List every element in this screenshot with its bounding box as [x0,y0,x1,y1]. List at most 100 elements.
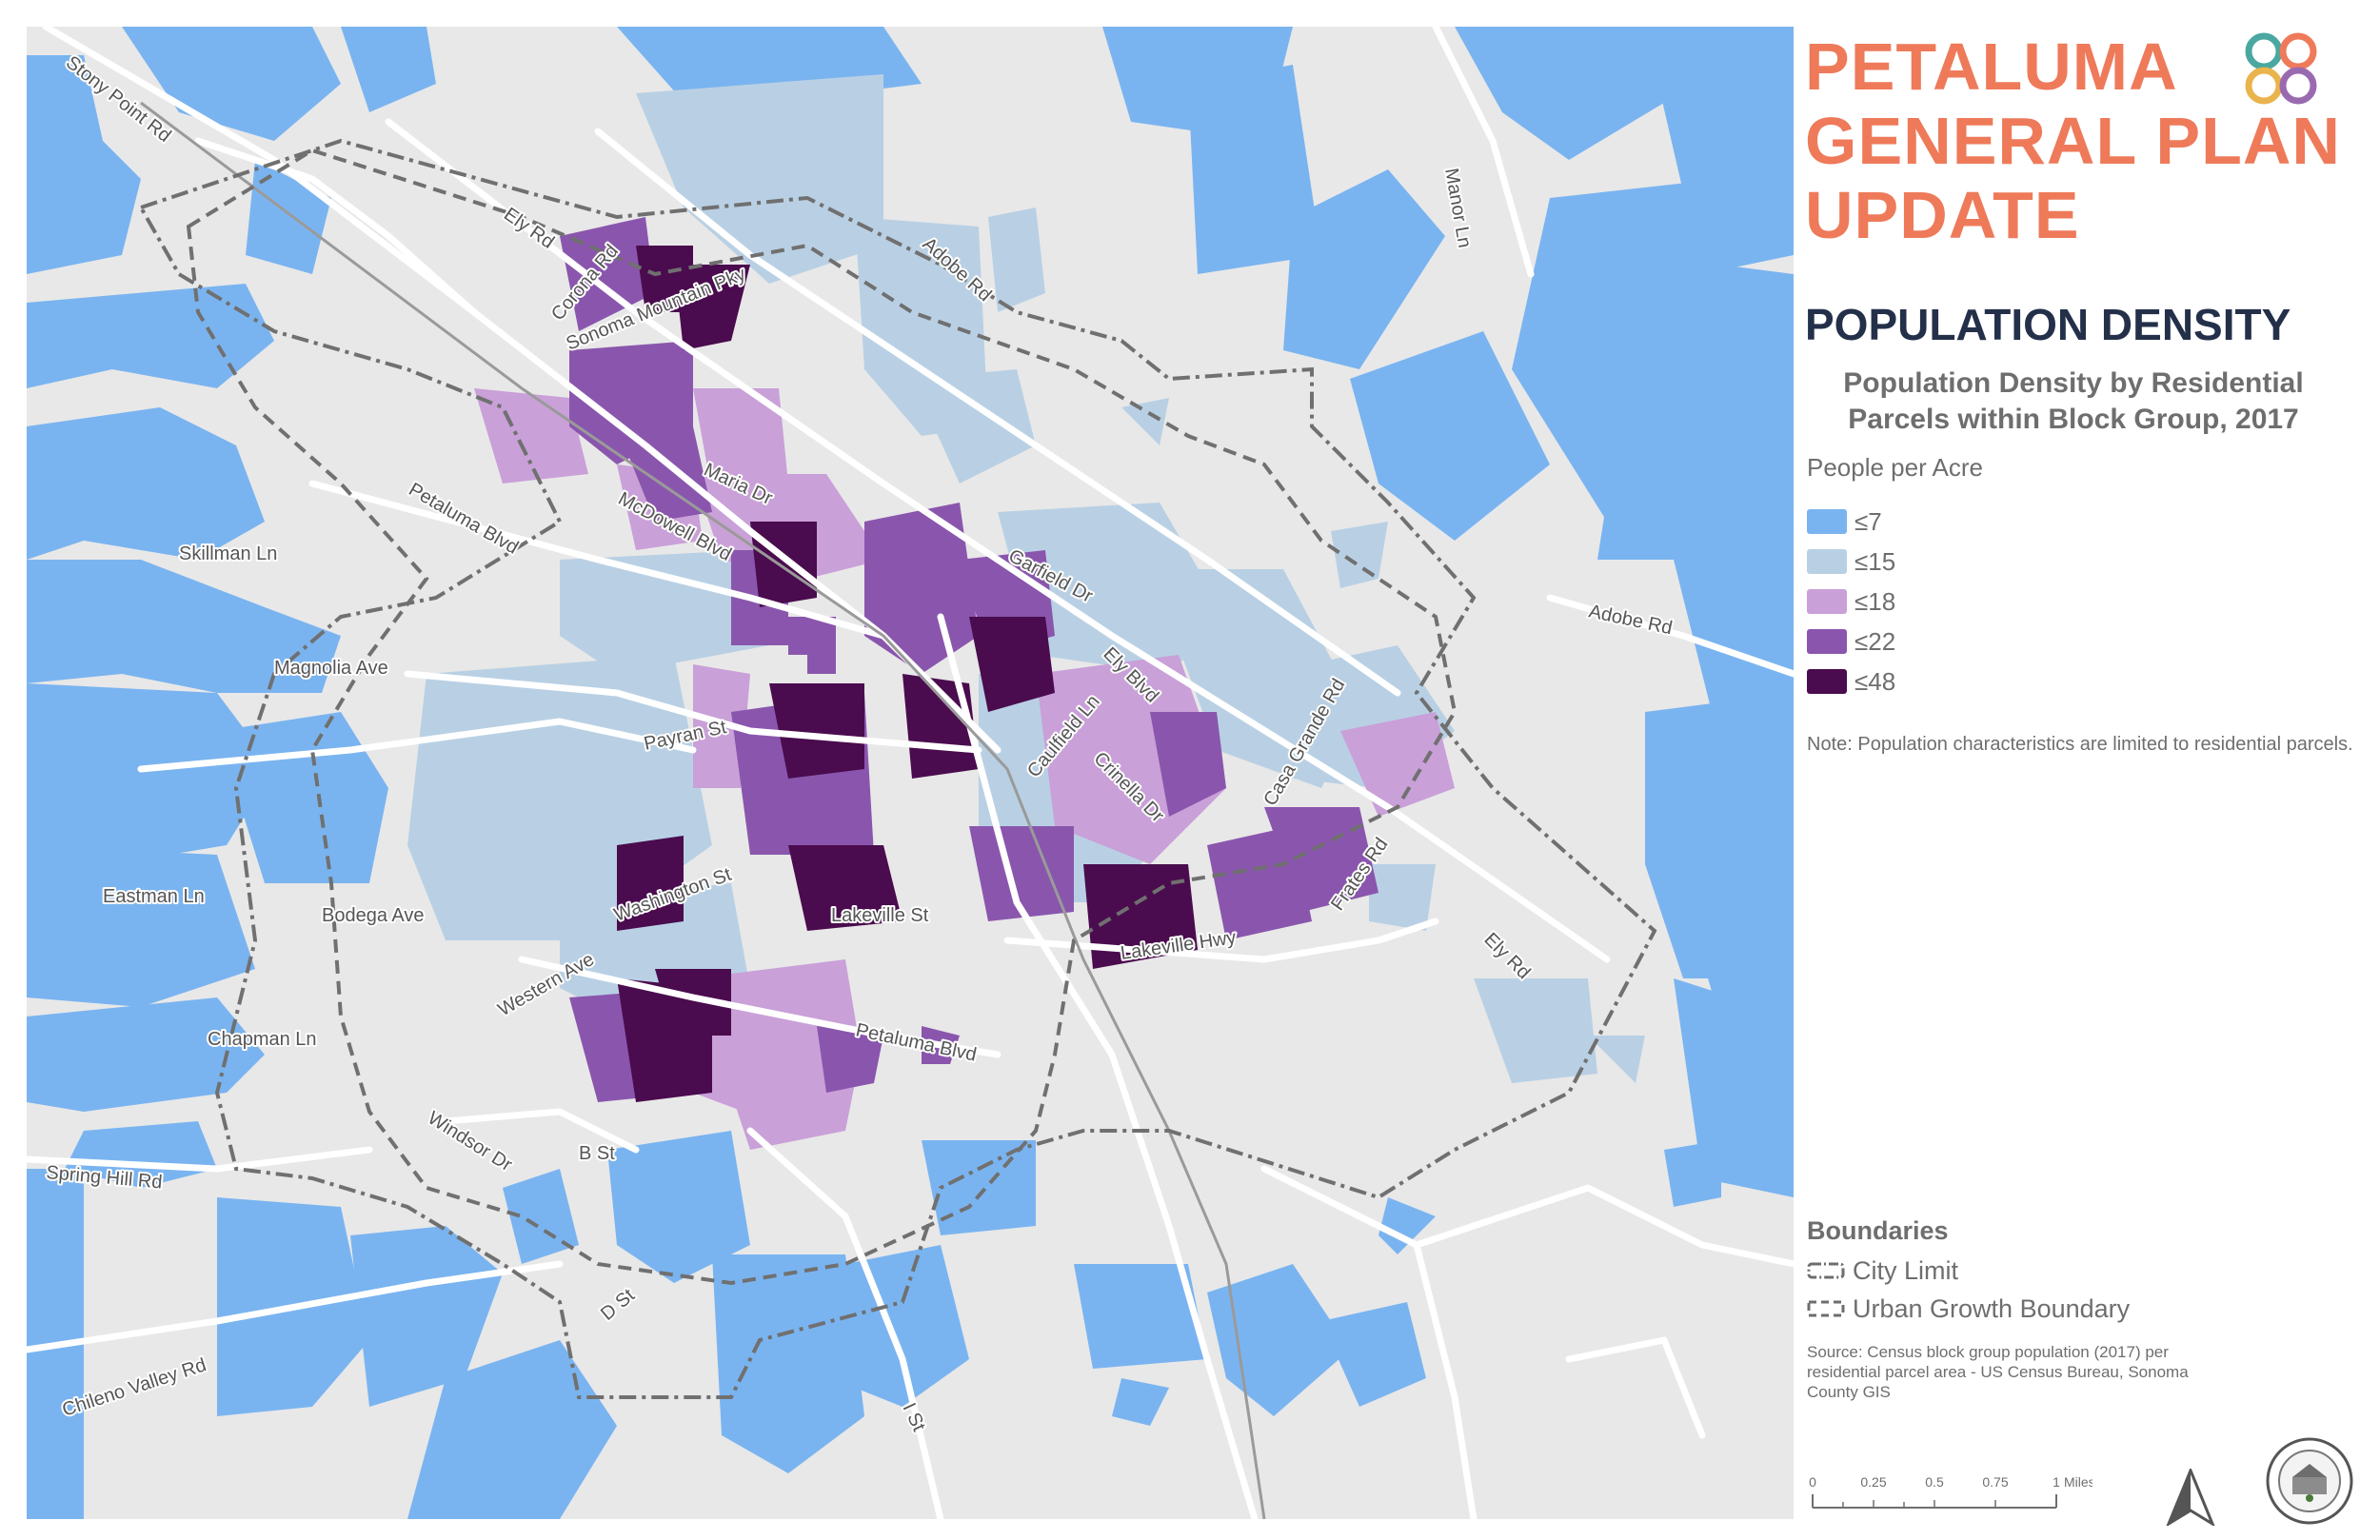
density-parcel [769,683,864,779]
density-parcel [1474,978,1597,1083]
legend-panel: PETALUMA GENERAL PLAN UPDATE POPULATION … [1794,27,2365,1526]
density-parcel [617,836,684,931]
density-parcel [1264,807,1378,912]
density-parcel [27,560,341,693]
page-subtitle: POPULATION DENSITY [1805,300,2291,349]
title-line-2: GENERAL PLAN [1805,104,2341,178]
density-parcel [503,1169,579,1264]
density-parcel [27,284,274,388]
road-label: Bodega Ave [322,905,425,926]
road [27,1260,564,1353]
boundary-item-ugb: Urban Growth Boundary [1807,1293,2130,1325]
density-parcel [788,845,902,931]
legend-item: ≤18 [1807,586,1895,617]
road [594,128,1401,697]
density-parcel [1283,169,1445,369]
density-parcel [27,845,255,1007]
density-parcel [1588,1036,1645,1083]
road [404,670,982,754]
density-parcel [1455,27,1664,160]
map-frame[interactable]: Stony Point Rd Ely Rd Corona Rd Adobe Rd Man… [27,27,1794,1519]
density-parcel [1121,398,1169,445]
density-parcel [407,1340,617,1519]
road [194,137,478,316]
density-parcel [1321,1302,1426,1407]
legend-swatch [1807,549,1847,574]
population-note: Note: Population characteristics are lim… [1807,734,2353,755]
density-parcel [712,1254,864,1473]
road [1432,27,1535,278]
road [1260,1165,1478,1519]
density-parcel [864,503,979,674]
city-limit-boundary [138,138,1657,1399]
density-parcel [1150,712,1226,817]
density-parcel [969,826,1074,921]
density-parcel [217,712,388,883]
density-parcel [807,636,836,674]
density-parcel [998,503,1226,674]
density-parcel [922,1140,1036,1235]
density-parcel [341,27,436,112]
title-line-3: UPDATE [1805,178,2080,252]
road [1565,1336,1706,1439]
boundary-label: Urban Growth Boundary [1853,1293,2131,1323]
legend-label: ≤7 [1854,506,1882,536]
density-parcel [1369,864,1436,931]
density-parcel [350,1226,503,1407]
road-label: Eastman Ln [103,886,205,907]
scale-tick-label: 0.25 [1860,1474,1886,1490]
density-parcel [741,150,779,236]
density-parcel [1664,1140,1721,1207]
density-parcel [1331,522,1388,588]
road-label: Ely Rd [1479,929,1534,983]
density-parcel [693,388,788,493]
legend-label: ≤18 [1854,586,1896,616]
road-label: Ely Rd [500,204,558,253]
density-parcel [1340,712,1455,817]
legend-item: ≤22 [1807,626,1895,657]
road [308,480,887,640]
road-label: Chapman Ln [208,1029,317,1050]
density-parcel [655,969,731,1036]
legend-swatch [1807,509,1847,534]
density-parcel [560,217,655,331]
legend-swatch [1807,669,1847,694]
legend-label: ≤48 [1854,666,1896,696]
road-label: Lakeville St [831,905,929,926]
legend-item: ≤48 [1807,666,1895,697]
density-parcel [674,265,750,350]
boundary-label: City Limit [1853,1255,1959,1285]
density-parcel [27,683,274,864]
road [746,1127,944,1519]
railroad [140,101,1266,1519]
density-parcel [560,550,769,674]
title-line-1: PETALUMA [1805,30,2178,104]
north-arrow-icon [2166,1469,2215,1526]
city-seal-icon [2266,1437,2353,1525]
boundaries-title: Boundaries [1807,1216,1949,1245]
road-label: Adobe Rd [1587,601,1675,639]
urban-growth-boundary [186,148,1458,1286]
legend-item: ≤7 [1807,506,1882,537]
scale-tick-label: 0 [1809,1474,1816,1490]
boundary-item-city-limit: City Limit [1807,1254,1958,1287]
road [937,613,1259,1519]
density-parcel [65,1121,217,1188]
road-label: Magnolia Ave [274,658,388,679]
urban-growth-boundary-symbol [1807,1300,1845,1317]
density-parcel [750,522,817,607]
road [385,118,1611,963]
road [518,956,1002,1058]
density-parcel [779,27,826,93]
road [27,1146,373,1173]
density-parcel [607,1131,750,1283]
density-parcel [988,207,1045,312]
density-parcel [1350,331,1550,541]
density-parcel [1674,978,1794,1197]
quatrefoil-logo-icon [2245,32,2317,105]
road [1413,1184,1794,1268]
scale-tick-label: 0.5 [1925,1474,1944,1490]
road-label: Skillman Ln [179,543,277,564]
density-parcel [1645,693,1794,978]
